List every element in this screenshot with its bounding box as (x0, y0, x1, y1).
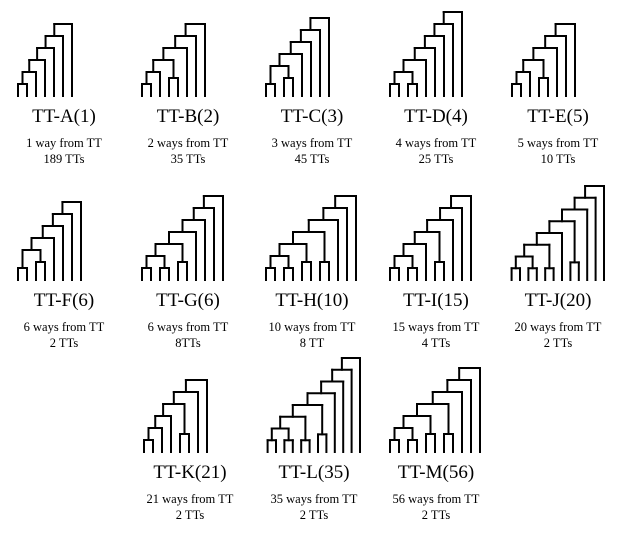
tree-count-m: 2 TTs (421, 508, 451, 522)
tree-count-f: 2 TTs (49, 336, 79, 350)
tree-label-e: TT-E(5) (527, 106, 589, 127)
tree-ways-l: 35 ways from TT (270, 492, 358, 506)
tree-diagram-h (265, 195, 357, 281)
tree-panel-e: TT-E(5) 5 ways from TT 10 TTs (496, 0, 620, 170)
tree-panel-k: TT-K(21) 21 ways from TT 2 TTs (128, 356, 252, 526)
tree-ways-e: 5 ways from TT (517, 136, 599, 150)
tree-count-d: 25 TTs (418, 152, 454, 166)
tree-ways-c: 3 ways from TT (271, 136, 353, 150)
tree-count-b: 35 TTs (170, 152, 206, 166)
tree-diagram-j (510, 185, 605, 281)
tree-label-h: TT-H(10) (275, 290, 349, 311)
tree-diagram-c (265, 17, 330, 97)
tree-diagram-b (141, 23, 206, 97)
tree-diagram-f (17, 201, 82, 281)
tree-panel-c: TT-C(3) 3 ways from TT 45 TTs (250, 0, 374, 170)
tree-ways-k: 21 ways from TT (146, 492, 234, 506)
tree-panel-b: TT-B(2) 2 ways from TT 35 TTs (126, 0, 250, 170)
tree-diagram-k (143, 379, 208, 453)
tree-label-a: TT-A(1) (32, 106, 96, 127)
tree-count-j: 2 TTs (543, 336, 573, 350)
tree-count-k: 2 TTs (175, 508, 205, 522)
tree-ways-f: 6 ways from TT (23, 320, 105, 334)
tree-count-l: 2 TTs (299, 508, 329, 522)
tree-ways-m: 56 ways from TT (392, 492, 480, 506)
tree-count-i: 4 TTs (421, 336, 451, 350)
tree-label-l: TT-L(35) (278, 462, 350, 483)
tree-label-i: TT-I(15) (403, 290, 469, 311)
tree-label-b: TT-B(2) (156, 106, 220, 127)
tree-ways-j: 20 ways from TT (514, 320, 602, 334)
tree-diagram-e (511, 23, 576, 97)
tree-count-c: 45 TTs (294, 152, 330, 166)
tree-count-e: 10 TTs (540, 152, 576, 166)
tree-label-k: TT-K(21) (153, 462, 227, 483)
tree-panel-d: TT-D(4) 4 ways from TT 25 TTs (374, 0, 498, 170)
tree-label-j: TT-J(20) (524, 290, 592, 311)
tree-ways-h: 10 ways from TT (268, 320, 356, 334)
tree-count-h: 8 TT (299, 336, 325, 350)
tree-diagram-l (266, 357, 361, 453)
tree-label-m: TT-M(56) (397, 462, 475, 483)
tree-diagram-m (389, 367, 481, 453)
tree-label-g: TT-G(6) (156, 290, 220, 311)
tree-label-f: TT-F(6) (33, 290, 95, 311)
tree-ways-b: 2 ways from TT (147, 136, 229, 150)
tree-diagram-g (141, 195, 224, 281)
tree-panel-j: TT-J(20) 20 ways from TT 2 TTs (496, 184, 620, 354)
tree-diagram-d (389, 11, 463, 97)
tree-label-c: TT-C(3) (280, 106, 344, 127)
tree-panel-l: TT-L(35) 35 ways from TT 2 TTs (252, 356, 376, 526)
tree-diagram-i (389, 195, 472, 281)
tree-panel-m: TT-M(56) 56 ways from TT 2 TTs (374, 356, 498, 526)
tree-ways-a: 1 way from TT (26, 136, 102, 150)
tree-ways-g: 6 ways from TT (147, 320, 229, 334)
tree-panel-i: TT-I(15) 15 ways from TT 4 TTs (374, 184, 498, 354)
tree-ways-d: 4 ways from TT (395, 136, 477, 150)
tree-label-d: TT-D(4) (404, 106, 468, 127)
tree-diagram-a (17, 23, 73, 97)
tree-panel-a: TT-A(1) 1 way from TT 189 TTs (2, 0, 126, 170)
tree-panel-f: TT-F(6) 6 ways from TT 2 TTs (2, 184, 126, 354)
tree-panel-g: TT-G(6) 6 ways from TT 8TTs (126, 184, 250, 354)
tree-count-g: 8TTs (175, 336, 201, 350)
tree-panel-h: TT-H(10) 10 ways from TT 8 TT (250, 184, 374, 354)
tree-ways-i: 15 ways from TT (392, 320, 480, 334)
tree-count-a: 189 TTs (43, 152, 85, 166)
